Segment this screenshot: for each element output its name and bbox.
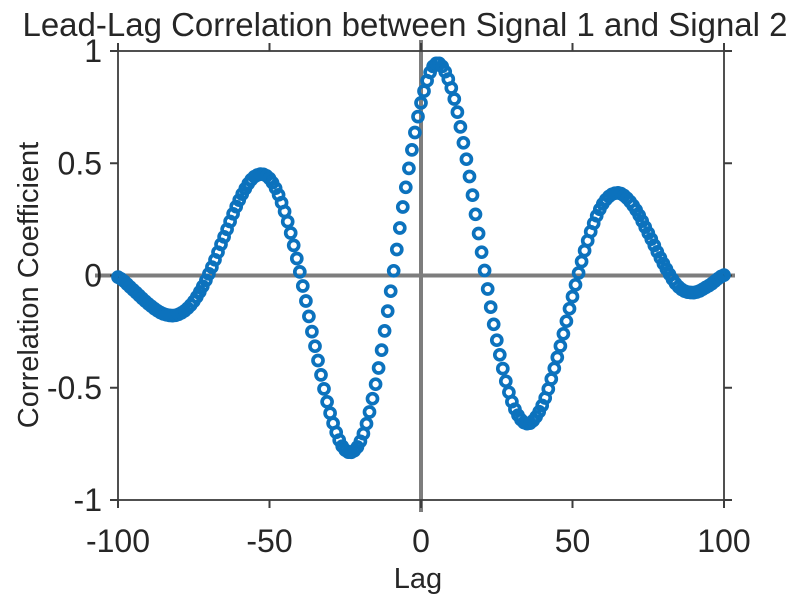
y-tick-label: -1 [74, 482, 102, 518]
data-marker [486, 317, 501, 332]
chart-title: Lead-Lag Correlation between Signal 1 an… [22, 6, 787, 43]
data-marker [398, 180, 413, 195]
data-marker [444, 81, 459, 95]
data-marker [395, 200, 410, 214]
data-marker [562, 301, 577, 316]
x-tick-label: -100 [86, 523, 150, 559]
data-series-layer [111, 56, 731, 460]
y-axis-label: Correlation Coefficient [13, 142, 45, 428]
y-tick-label: 0.5 [58, 145, 102, 181]
data-marker [556, 326, 571, 341]
y-tick-label: -0.5 [47, 370, 102, 406]
data-marker [405, 143, 419, 157]
data-marker [289, 251, 304, 266]
data-marker [302, 309, 316, 324]
x-axis-label: Lag [394, 563, 442, 595]
data-marker [447, 92, 462, 106]
data-marker [459, 152, 474, 167]
data-marker [311, 353, 325, 368]
data-marker [286, 238, 301, 253]
data-marker [471, 226, 486, 241]
x-tick-label: -50 [246, 523, 292, 559]
data-marker [495, 361, 510, 376]
data-marker [292, 265, 307, 279]
data-marker [465, 188, 480, 202]
data-marker [359, 416, 374, 431]
data-marker [317, 382, 331, 396]
data-marker [386, 263, 401, 278]
data-marker [299, 294, 313, 308]
data-marker [280, 214, 295, 229]
data-marker [368, 377, 383, 392]
data-marker [374, 343, 389, 357]
data-marker [371, 361, 386, 375]
data-marker [380, 304, 395, 318]
data-marker [414, 96, 428, 110]
data-marker [559, 314, 574, 329]
data-marker [456, 135, 471, 150]
data-marker [362, 405, 377, 419]
data-marker [550, 350, 565, 365]
data-marker [389, 242, 404, 257]
data-marker [477, 263, 492, 278]
x-tick-label: 50 [555, 523, 591, 559]
data-marker [483, 300, 498, 314]
data-marker [574, 254, 589, 269]
x-tick-label: 0 [412, 523, 430, 559]
tick-labels-layer: -100 -50 0 50 100 -1 -0.5 0 0.5 1 [47, 33, 751, 559]
data-marker [392, 221, 407, 235]
data-marker [365, 391, 380, 406]
data-marker [377, 324, 392, 338]
data-marker [568, 277, 583, 292]
data-marker [411, 109, 425, 124]
data-marker [544, 372, 559, 386]
data-marker [474, 245, 489, 260]
data-marker [320, 394, 334, 409]
data-marker [450, 105, 465, 119]
y-tick-label: 0 [84, 258, 102, 294]
data-marker [480, 282, 495, 296]
data-marker [565, 289, 580, 304]
data-marker [717, 268, 731, 282]
y-tick-label: 1 [84, 33, 102, 69]
data-marker [571, 266, 586, 280]
data-marker [283, 226, 298, 240]
data-marker [408, 125, 422, 140]
data-marker [492, 347, 507, 362]
data-marker [402, 161, 416, 176]
data-marker [489, 333, 504, 348]
data-marker [305, 324, 319, 339]
data-marker [308, 339, 322, 354]
data-marker [498, 374, 513, 389]
data-marker [295, 279, 310, 293]
data-marker [468, 207, 483, 222]
data-marker [547, 361, 562, 376]
data-marker [314, 368, 328, 382]
data-marker [462, 169, 477, 184]
data-marker [553, 339, 568, 353]
x-tick-label: 100 [697, 523, 750, 559]
data-marker [383, 284, 398, 299]
data-marker [453, 120, 468, 134]
data-marker [417, 84, 431, 98]
